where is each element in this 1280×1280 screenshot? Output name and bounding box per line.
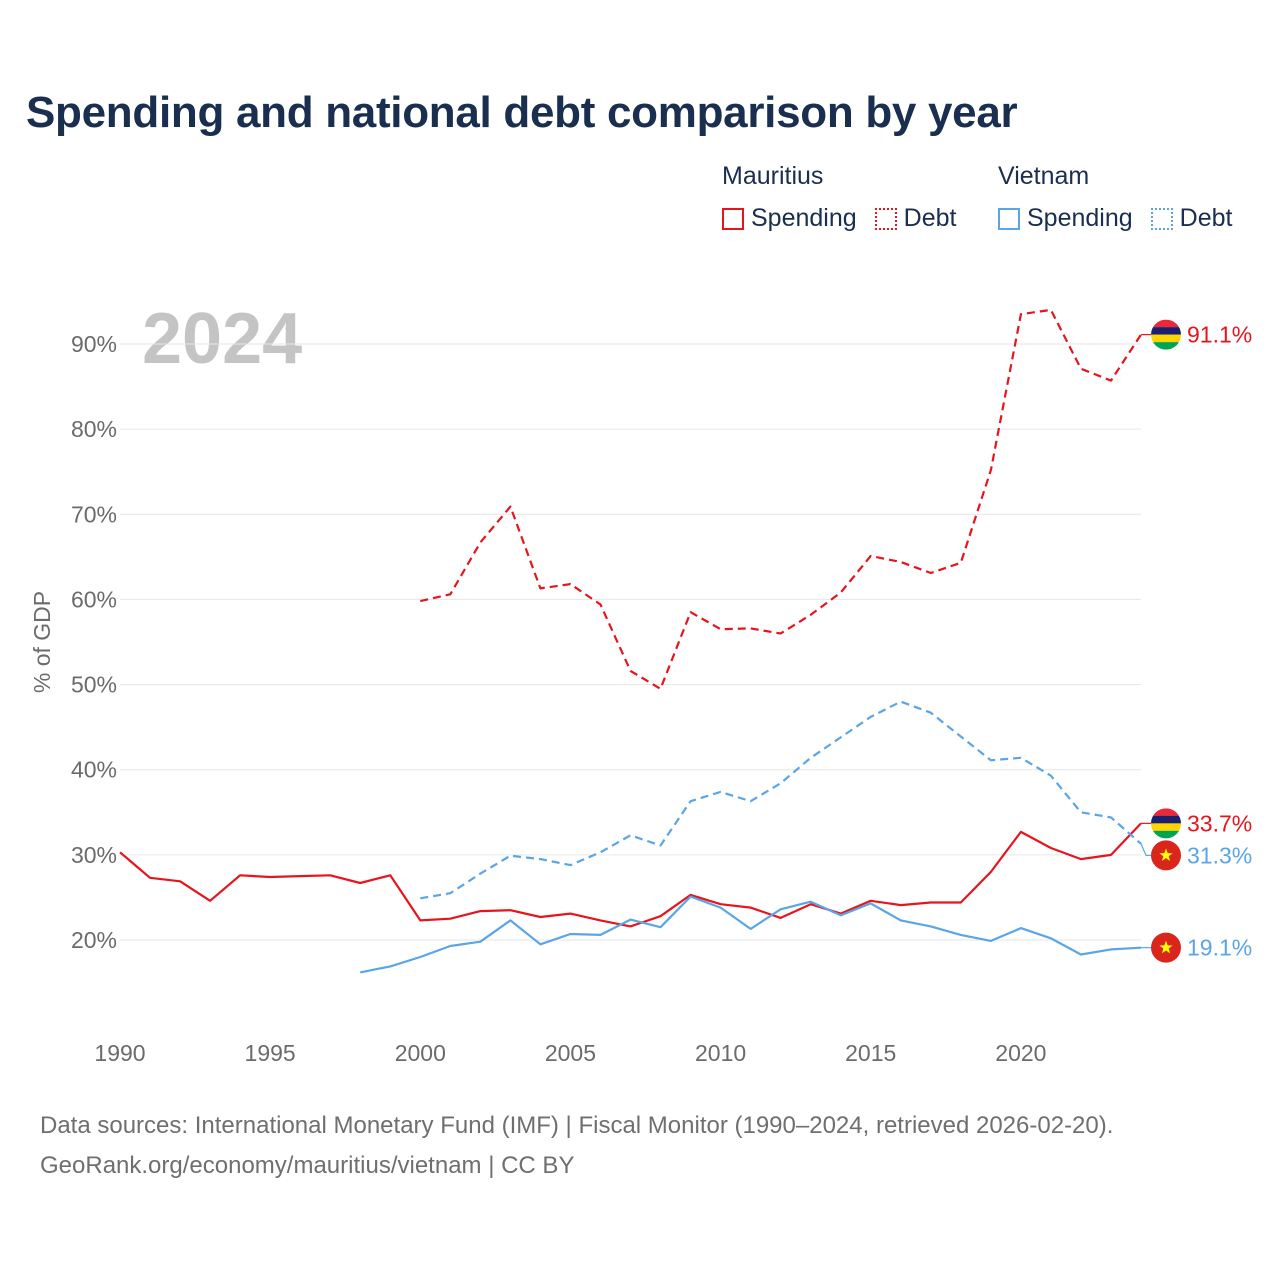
legend-swatch-dotted xyxy=(874,207,897,230)
x-tick-label: 2000 xyxy=(395,1040,446,1066)
legend-group-mauritius: Mauritius Spending Debt xyxy=(722,162,956,232)
y-tick-label: 30% xyxy=(71,842,117,868)
legend-country-label: Mauritius xyxy=(722,162,824,190)
y-tick-label: 40% xyxy=(71,757,117,783)
x-tick-label: 1990 xyxy=(94,1040,145,1066)
flag-vietnam-icon xyxy=(1151,932,1181,963)
y-tick-label: 90% xyxy=(71,331,117,357)
legend-item-mauritius-debt[interactable]: Debt xyxy=(874,204,957,233)
leader-line xyxy=(1140,843,1151,856)
y-tick-label: 70% xyxy=(71,501,117,527)
data-sources-note: Data sources: International Monetary Fun… xyxy=(40,1112,1114,1139)
legend-item-label: Debt xyxy=(1179,204,1233,232)
x-axis-ticks: 1990 1995 2000 2005 2010 2015 2020 xyxy=(94,1040,1046,1066)
y-axis-label: % of GDP xyxy=(29,591,55,693)
end-value-label: 33.7% xyxy=(1187,810,1252,836)
legend-swatch-solid xyxy=(998,207,1020,230)
flag-vietnam-icon xyxy=(1151,840,1181,871)
y-tick-label: 80% xyxy=(71,416,117,442)
legend-item-vietnam-debt[interactable]: Debt xyxy=(1150,204,1233,233)
end-value-label: 31.3% xyxy=(1187,842,1252,868)
legend-item-label: Debt xyxy=(903,204,957,232)
end-value-label: 91.1% xyxy=(1187,322,1252,348)
y-axis-ticks: 20% 30% 40% 50% 60% 70% 80% 90% xyxy=(71,331,117,953)
gridlines xyxy=(120,343,1141,941)
x-tick-label: 2015 xyxy=(845,1040,896,1066)
legend-item-mauritius-spending[interactable]: Spending xyxy=(722,204,857,233)
legend-country-label: Vietnam xyxy=(998,162,1090,190)
y-tick-label: 20% xyxy=(71,927,117,953)
y-tick-label: 50% xyxy=(71,672,117,698)
footer: Data sources: International Monetary Fun… xyxy=(40,1106,1113,1186)
source-link[interactable]: GeoRank.org/economy/mauritius/vietnam | … xyxy=(40,1152,575,1179)
x-tick-label: 2005 xyxy=(545,1040,596,1066)
legend-swatch-solid xyxy=(722,207,744,230)
y-tick-label: 60% xyxy=(71,586,117,612)
series-line-mauritius-spending xyxy=(119,822,1142,928)
legend-item-vietnam-spending[interactable]: Spending xyxy=(998,204,1133,233)
chart-title: Spending and national debt comparison by… xyxy=(26,88,1018,137)
year-watermark: 2024 xyxy=(142,299,302,379)
series-line-mauritius-debt xyxy=(420,308,1142,690)
x-tick-label: 1995 xyxy=(245,1040,296,1066)
flag-mauritius-icon xyxy=(1151,808,1181,839)
x-tick-label: 2020 xyxy=(995,1040,1046,1066)
series-line-vietnam-debt xyxy=(420,700,1142,900)
series-lines xyxy=(119,308,1142,974)
series-line-vietnam-spending xyxy=(359,895,1142,974)
end-markers: 33.7% 91.1% 19.1% 31.3% xyxy=(1140,319,1252,963)
legend-group-vietnam: Vietnam Spending Debt xyxy=(998,162,1232,232)
x-tick-label: 2010 xyxy=(695,1040,746,1066)
legend-item-label: Spending xyxy=(751,204,857,232)
flag-mauritius-icon xyxy=(1151,319,1181,350)
end-value-label: 19.1% xyxy=(1187,935,1252,961)
legend-swatch-dotted xyxy=(1150,207,1173,230)
legend-item-label: Spending xyxy=(1027,204,1133,232)
